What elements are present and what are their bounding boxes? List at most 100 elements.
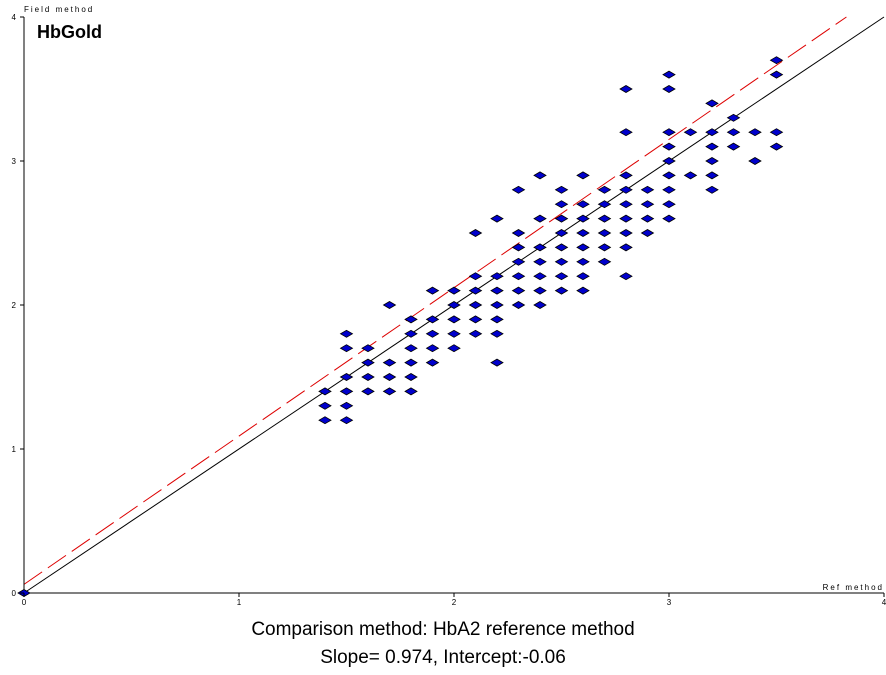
- data-point: [339, 344, 354, 353]
- data-point: [576, 243, 590, 252]
- data-point: [447, 344, 461, 353]
- data-point: [511, 286, 526, 295]
- data-point: [597, 185, 612, 194]
- data-point: [447, 301, 461, 309]
- data-point: [640, 185, 655, 194]
- data-point: [404, 387, 418, 396]
- data-point: [425, 358, 440, 367]
- caption-method: Comparison method: HbA2 reference method: [251, 619, 635, 640]
- data-point: [554, 257, 569, 266]
- data-point: [490, 214, 504, 223]
- x-axis-title: Ref method: [823, 583, 884, 592]
- data-point: [404, 344, 418, 353]
- chart-title: HbGold: [37, 22, 102, 42]
- data-point: [662, 142, 676, 151]
- data-point: [425, 344, 440, 353]
- data-point: [511, 301, 526, 309]
- data-point: [468, 229, 483, 237]
- data-point: [597, 257, 612, 266]
- data-point: [554, 272, 569, 281]
- data-point: [619, 171, 633, 180]
- data-point: [382, 358, 397, 367]
- y-axis-title: Field method: [24, 5, 94, 14]
- data-point: [619, 200, 633, 209]
- data-point: [318, 416, 332, 425]
- data-point: [404, 373, 418, 381]
- data-point: [683, 128, 698, 137]
- data-point: [662, 85, 676, 93]
- data-point: [382, 373, 397, 381]
- data-point: [339, 387, 354, 396]
- data-point: [425, 329, 440, 338]
- data-point: [769, 142, 784, 151]
- data-point: [511, 272, 526, 281]
- data-point: [511, 185, 526, 194]
- x-tick-label: 0: [22, 598, 27, 607]
- data-point: [597, 200, 612, 209]
- tick-labels: 0 1 2 3 4 0 1 2 3 4: [12, 13, 886, 607]
- y-tick-label: 2: [12, 301, 17, 310]
- data-point: [619, 272, 633, 281]
- data-point: [662, 214, 676, 223]
- data-point: [619, 85, 633, 93]
- data-point: [705, 185, 719, 194]
- data-point: [576, 272, 590, 281]
- data-point: [662, 70, 676, 79]
- data-point: [511, 229, 526, 237]
- data-point: [468, 286, 483, 295]
- data-point: [662, 171, 676, 180]
- data-point: [318, 401, 332, 410]
- data-point: [361, 344, 375, 353]
- data-point: [640, 229, 655, 237]
- data-point: [576, 257, 590, 266]
- data-point: [705, 142, 719, 151]
- data-point: [662, 157, 676, 165]
- data-point: [640, 200, 655, 209]
- data-point: [382, 387, 397, 396]
- x-tick-label: 4: [882, 598, 886, 607]
- data-point: [576, 229, 590, 237]
- data-point: [726, 128, 741, 137]
- data-point: [339, 416, 354, 425]
- data-point: [748, 128, 762, 137]
- data-point: [576, 200, 590, 209]
- data-point: [490, 272, 504, 281]
- data-point: [447, 286, 461, 295]
- data-point: [533, 243, 547, 252]
- data-point: [511, 243, 526, 252]
- data-point: [554, 185, 569, 194]
- data-point: [361, 358, 375, 367]
- data-point: [683, 171, 698, 180]
- data-point: [705, 171, 719, 180]
- data-point: [404, 329, 418, 338]
- data-point: [769, 70, 784, 79]
- data-point: [533, 257, 547, 266]
- data-point: [769, 128, 784, 137]
- data-point: [554, 214, 569, 223]
- x-tick-label: 3: [667, 598, 672, 607]
- data-point: [662, 128, 676, 137]
- data-point: [339, 373, 354, 381]
- data-point: [425, 315, 440, 324]
- data-point: [404, 315, 418, 324]
- data-point: [339, 329, 354, 338]
- data-point: [533, 301, 547, 309]
- data-point: [726, 142, 741, 151]
- data-point: [619, 229, 633, 237]
- data-point: [619, 214, 633, 223]
- data-point: [468, 301, 483, 309]
- data-point: [425, 286, 440, 295]
- y-tick-label: 1: [12, 445, 17, 454]
- data-point: [662, 200, 676, 209]
- data-points: [17, 56, 784, 597]
- data-point: [318, 387, 332, 396]
- data-point: [554, 243, 569, 252]
- data-point: [533, 286, 547, 295]
- x-tick-label: 2: [452, 598, 457, 607]
- data-point: [619, 243, 633, 252]
- data-point: [468, 315, 483, 324]
- data-point: [597, 243, 612, 252]
- data-point: [490, 301, 504, 309]
- data-point: [339, 401, 354, 410]
- data-point: [597, 214, 612, 223]
